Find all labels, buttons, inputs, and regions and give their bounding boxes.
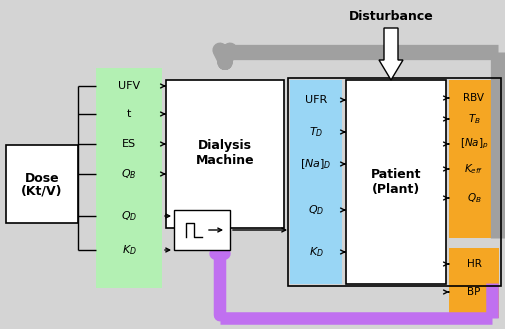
Text: HR: HR: [466, 259, 480, 269]
Text: Dialysis: Dialysis: [197, 139, 251, 153]
FancyArrow shape: [378, 28, 402, 80]
Text: $T_B$: $T_B$: [467, 112, 479, 126]
Bar: [448, 248, 498, 318]
Text: $K_D$: $K_D$: [308, 245, 323, 259]
Text: Machine: Machine: [195, 154, 254, 166]
Text: UFR: UFR: [305, 95, 326, 105]
Text: $[Na]_D$: $[Na]_D$: [299, 157, 331, 171]
Text: $Q_B$: $Q_B$: [121, 167, 136, 181]
Bar: [166, 80, 283, 228]
Text: $T_D$: $T_D$: [308, 125, 323, 139]
Text: UFV: UFV: [118, 81, 140, 91]
Bar: [448, 80, 498, 238]
Text: $Q_D$: $Q_D$: [121, 209, 137, 223]
Bar: [6, 145, 78, 223]
Bar: [345, 80, 445, 284]
Text: ES: ES: [122, 139, 136, 149]
Text: Dose: Dose: [25, 172, 59, 186]
Text: (Kt/V): (Kt/V): [21, 185, 63, 197]
Text: $K_D$: $K_D$: [121, 243, 136, 257]
Bar: [174, 210, 230, 250]
Text: $K_{eff}$: $K_{eff}$: [464, 162, 483, 176]
Bar: [96, 68, 162, 288]
Bar: [287, 78, 500, 286]
Text: $[Na]_p$: $[Na]_p$: [459, 137, 487, 151]
Bar: [289, 80, 341, 284]
Text: Patient: Patient: [370, 168, 421, 182]
Text: (Plant): (Plant): [371, 183, 419, 195]
Text: Disturbance: Disturbance: [348, 10, 432, 22]
Text: t: t: [127, 109, 131, 119]
Text: $Q_D$: $Q_D$: [307, 203, 324, 217]
Text: $Q_B$: $Q_B$: [466, 191, 480, 205]
Text: BP: BP: [467, 287, 480, 297]
Text: RBV: RBV: [463, 93, 484, 103]
